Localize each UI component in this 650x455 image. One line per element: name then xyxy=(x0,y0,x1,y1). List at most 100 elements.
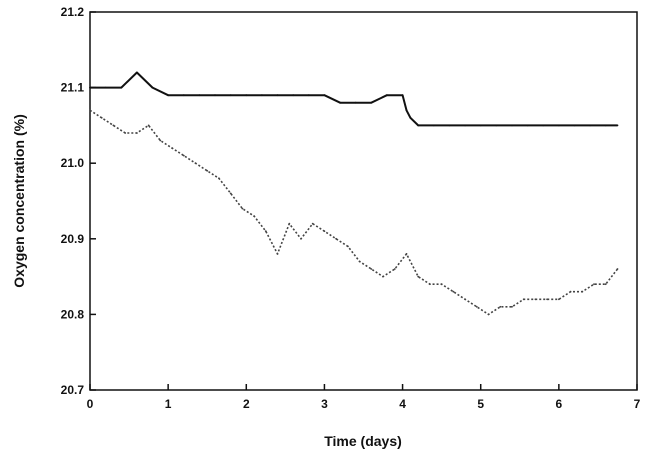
series-1-point xyxy=(194,162,197,165)
x-tick-label: 5 xyxy=(477,397,484,411)
x-tick-label: 2 xyxy=(243,397,250,411)
series-0-point xyxy=(616,124,619,127)
series-0-point xyxy=(354,101,357,104)
x-tick-label: 0 xyxy=(87,397,94,411)
x-axis-ticks: 0 1 2 3 4 5 6 7 xyxy=(87,384,641,411)
x-tick-label: 1 xyxy=(165,397,172,411)
series-0-point xyxy=(401,94,404,97)
series-1-point xyxy=(124,132,127,134)
series-0-point xyxy=(464,124,466,127)
y-tick-label: 20.8 xyxy=(61,307,85,321)
series-0-point xyxy=(245,94,248,97)
series-1-point xyxy=(546,298,548,301)
series-0-point xyxy=(526,124,529,127)
series-0-point xyxy=(182,94,185,97)
series-line-dotted xyxy=(89,109,619,316)
series-1-point xyxy=(288,222,291,225)
series-1-point xyxy=(475,305,478,308)
series-0-point xyxy=(339,101,341,104)
series-1-point xyxy=(147,124,150,127)
series-0-point xyxy=(558,124,560,127)
y-tick-label: 21.0 xyxy=(61,156,85,170)
series-0-point xyxy=(432,124,435,127)
series-0-point xyxy=(323,94,326,97)
series-1-point xyxy=(182,154,185,157)
series-1-point xyxy=(89,109,91,112)
series-1-point xyxy=(159,139,162,142)
series-1-point xyxy=(487,313,490,316)
y-tick-label: 21.1 xyxy=(61,81,85,95)
series-1-point xyxy=(511,305,513,308)
x-tick-label: 4 xyxy=(399,397,406,411)
series-0-point xyxy=(542,124,545,127)
series-1-point xyxy=(347,245,349,248)
series-1-point xyxy=(276,253,279,255)
series-0-point xyxy=(292,94,295,97)
series-1-point xyxy=(499,305,502,308)
plot-frame xyxy=(89,11,638,391)
series-1-point xyxy=(604,283,607,286)
series-0-point xyxy=(89,86,91,89)
series-0-point xyxy=(214,94,216,97)
series-line-solid xyxy=(90,71,618,127)
x-tick-label: 6 xyxy=(556,397,563,411)
series-1-point xyxy=(405,253,408,255)
series-1-point xyxy=(616,268,619,270)
series-1-point xyxy=(264,230,267,233)
series-0-point xyxy=(151,86,154,89)
series-0-point xyxy=(511,124,513,127)
series-1-point xyxy=(581,290,584,293)
y-tick-label: 21.2 xyxy=(61,5,85,19)
series-1-point xyxy=(171,147,174,150)
series-0-point xyxy=(386,94,388,97)
series-0-point xyxy=(136,71,138,74)
y-tick-label: 20.7 xyxy=(61,383,85,397)
series-1-point xyxy=(100,116,103,119)
series-1-point xyxy=(569,290,572,293)
series-1-point xyxy=(358,260,361,263)
series-1-point xyxy=(452,290,455,293)
series-1-point xyxy=(253,215,256,218)
series-1-point xyxy=(593,283,595,286)
series-0-point xyxy=(276,94,279,97)
series-1-point xyxy=(534,298,537,301)
series-1-point xyxy=(229,192,232,195)
series-0-point xyxy=(167,94,170,97)
series-1-point xyxy=(241,207,244,210)
series-1-point xyxy=(206,169,209,172)
series-1-point xyxy=(300,237,302,240)
series-1-point xyxy=(440,283,443,286)
x-tick-label: 3 xyxy=(321,397,328,411)
series-1-point xyxy=(464,298,466,301)
x-tick-label: 7 xyxy=(634,397,641,411)
y-tick-label: 20.9 xyxy=(61,232,85,246)
x-axis-title: Time (days) xyxy=(324,433,402,449)
series-0-point xyxy=(261,94,263,97)
series-0-point xyxy=(370,101,373,104)
series-1-point xyxy=(136,132,138,134)
series-0-point xyxy=(120,86,123,89)
series-0-point xyxy=(409,116,412,119)
series-layer xyxy=(89,71,619,316)
series-0-point xyxy=(604,124,607,127)
series-1-point xyxy=(370,268,373,270)
series-1-point xyxy=(393,268,396,270)
series-1-point xyxy=(429,283,431,286)
series-0-point xyxy=(229,94,232,97)
series-0-point xyxy=(417,124,420,127)
series-0-point xyxy=(198,94,201,97)
series-1-point xyxy=(335,237,337,240)
series-0-point xyxy=(405,109,408,112)
series-0-point xyxy=(307,94,310,97)
series-1-point xyxy=(323,230,326,233)
series-1-point xyxy=(382,275,384,278)
series-1-point xyxy=(218,177,220,180)
series-1-point xyxy=(112,124,115,127)
series-1-point xyxy=(311,222,314,225)
series-1-point xyxy=(558,298,560,301)
series-0-point xyxy=(448,124,451,127)
series-0-point xyxy=(479,124,482,127)
y-axis-title: Oxygen concentration (%) xyxy=(11,114,27,287)
series-1-point xyxy=(417,275,420,278)
